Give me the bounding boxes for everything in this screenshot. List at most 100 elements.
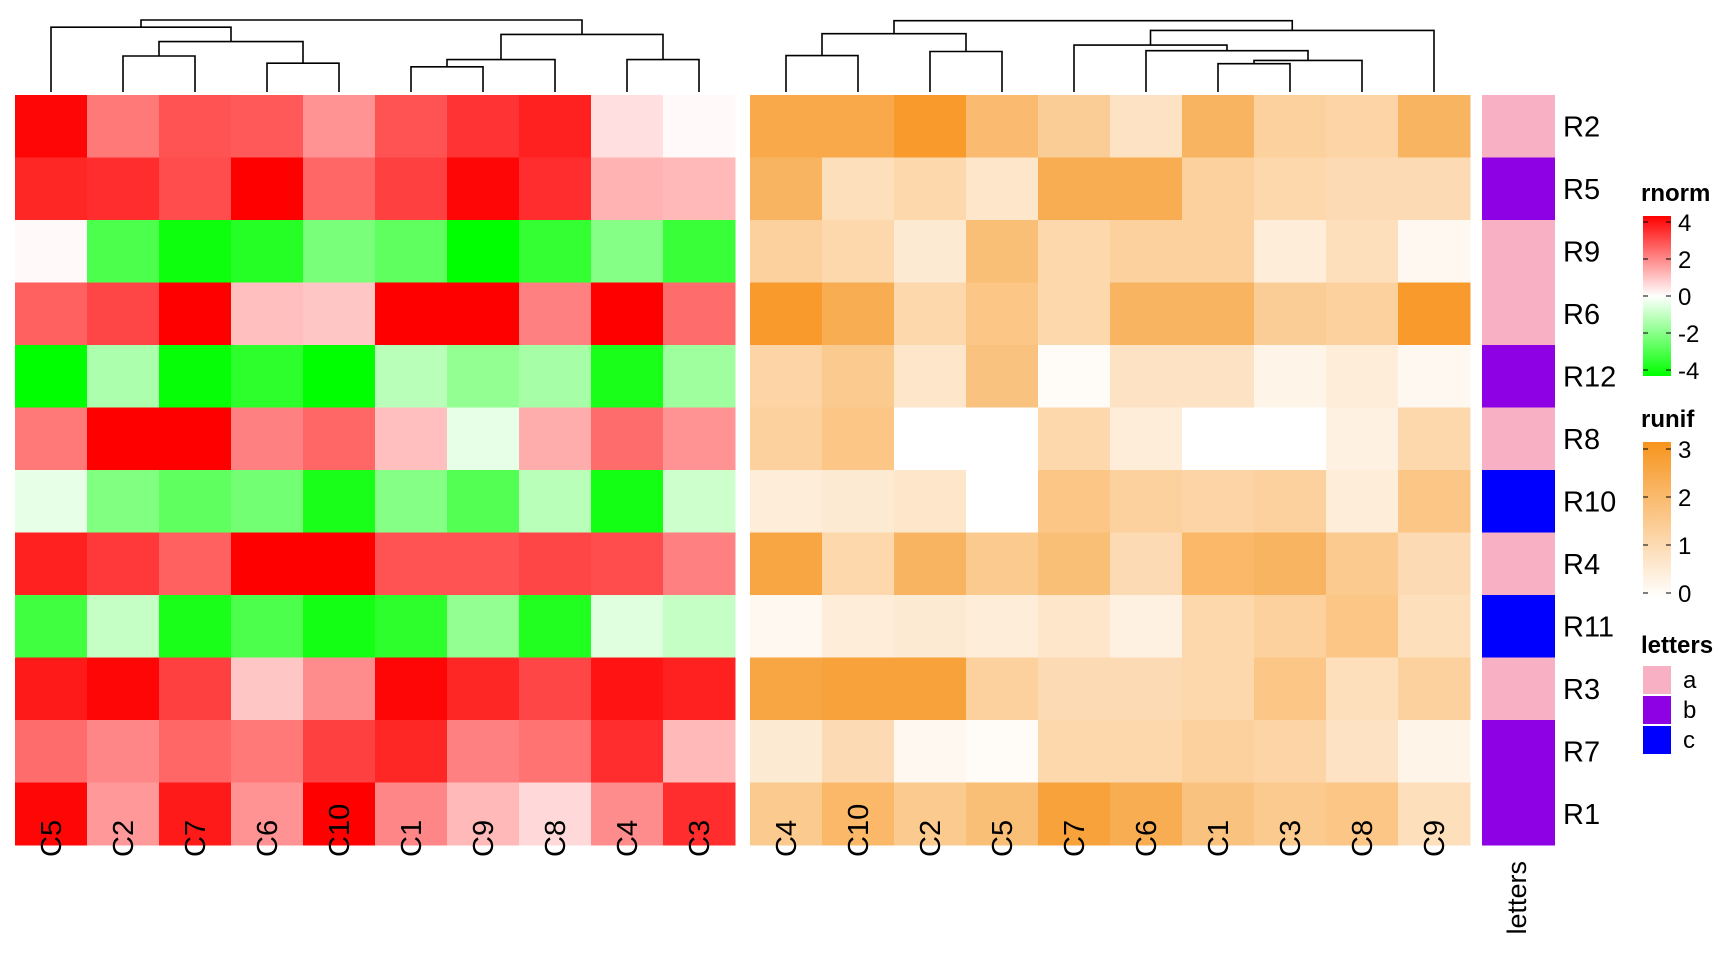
heatmap-cell bbox=[1398, 782, 1471, 846]
heatmap-cell bbox=[1038, 782, 1111, 846]
row-label: R1 bbox=[1563, 799, 1600, 831]
heatmap-cell bbox=[1254, 657, 1327, 721]
heatmap-cell bbox=[663, 282, 736, 346]
column-label: C7 bbox=[1059, 820, 1091, 857]
heatmap-cell bbox=[663, 220, 736, 283]
column-label: C3 bbox=[684, 820, 716, 857]
heatmap-cell bbox=[447, 720, 520, 783]
heatmap-cell bbox=[15, 782, 88, 846]
heatmap-cell bbox=[750, 282, 823, 346]
heatmap-cell bbox=[1038, 532, 1111, 596]
legend-swatch-c bbox=[1643, 726, 1671, 754]
heatmap-cell bbox=[591, 95, 664, 158]
heatmap-cell bbox=[159, 720, 232, 783]
heatmap-cell bbox=[663, 720, 736, 783]
heatmap-cell bbox=[159, 345, 232, 408]
heatmap-cell bbox=[447, 220, 520, 283]
heatmap-cell bbox=[87, 282, 160, 346]
legend-tick-runif: 0 bbox=[1678, 581, 1691, 608]
heatmap-cell bbox=[87, 657, 160, 721]
heatmap-cell bbox=[159, 407, 232, 471]
heatmap-cell bbox=[447, 782, 520, 846]
heatmap-cell bbox=[1326, 532, 1399, 596]
heatmap-cell bbox=[303, 282, 376, 346]
column-label: C6 bbox=[252, 820, 284, 857]
heatmap-cell bbox=[15, 720, 88, 783]
heatmap-cell bbox=[966, 345, 1039, 408]
heatmap-cell bbox=[591, 407, 664, 471]
annotation-cell bbox=[1482, 157, 1555, 221]
column-label: C4 bbox=[771, 820, 803, 857]
heatmap-cell bbox=[1110, 95, 1183, 158]
heatmap-cell bbox=[303, 157, 376, 221]
heatmap-cell bbox=[1326, 782, 1399, 846]
heatmap-cell bbox=[591, 657, 664, 721]
row-label: R11 bbox=[1563, 611, 1614, 643]
heatmap-cell bbox=[1398, 95, 1471, 158]
heatmap-cell bbox=[159, 782, 232, 846]
annotation-cell bbox=[1482, 95, 1555, 158]
column-label: C10 bbox=[843, 804, 875, 857]
column-label: C1 bbox=[396, 820, 428, 857]
heatmap-cell bbox=[894, 282, 967, 346]
heatmap-cell bbox=[1038, 157, 1111, 221]
heatmap-cell bbox=[822, 532, 895, 596]
column-label: C6 bbox=[1131, 820, 1163, 857]
heatmap-cell bbox=[303, 782, 376, 846]
heatmap-cell bbox=[15, 95, 88, 158]
heatmap-cell bbox=[750, 95, 823, 158]
heatmap-cell bbox=[663, 407, 736, 471]
heatmap-cell bbox=[1254, 345, 1327, 408]
legend-title-rnorm: rnorm bbox=[1641, 180, 1710, 207]
heatmap-cell bbox=[1182, 345, 1255, 408]
heatmap-cell bbox=[15, 657, 88, 721]
heatmap-cell bbox=[894, 470, 967, 533]
heatmap-cell bbox=[1110, 407, 1183, 471]
heatmap-cell bbox=[1110, 282, 1183, 346]
heatmap-cell bbox=[1110, 157, 1183, 221]
row-label: R3 bbox=[1563, 674, 1600, 706]
heatmap-cell bbox=[519, 95, 592, 158]
column-label: C4 bbox=[612, 820, 644, 857]
heatmap-cell bbox=[591, 470, 664, 533]
legend-tick-runif: 2 bbox=[1678, 485, 1691, 512]
heatmap-cell bbox=[159, 470, 232, 533]
heatmap-cell bbox=[159, 657, 232, 721]
heatmap-cell bbox=[447, 157, 520, 221]
legend-title-runif: runif bbox=[1641, 406, 1695, 433]
heatmap-cell bbox=[822, 470, 895, 533]
legend-colorbar-runif bbox=[1643, 442, 1671, 598]
heatmap-cell bbox=[447, 470, 520, 533]
heatmap-cell bbox=[1254, 720, 1327, 783]
heatmap-cell bbox=[894, 782, 967, 846]
heatmap-cell bbox=[375, 407, 448, 471]
heatmap-cell bbox=[1110, 720, 1183, 783]
heatmap-cell bbox=[1038, 720, 1111, 783]
heatmap-cell bbox=[1254, 95, 1327, 158]
heatmap-cell bbox=[447, 95, 520, 158]
legend-tick-rnorm: -2 bbox=[1678, 321, 1699, 348]
heatmap-cell bbox=[894, 220, 967, 283]
heatmap-cell bbox=[375, 220, 448, 283]
heatmap-cell bbox=[375, 95, 448, 158]
heatmap-cell bbox=[231, 782, 304, 846]
heatmap-cell bbox=[15, 282, 88, 346]
heatmap-cell bbox=[231, 157, 304, 221]
heatmap-cell bbox=[1182, 157, 1255, 221]
heatmap-cell bbox=[1038, 595, 1111, 658]
heatmap-cell bbox=[519, 157, 592, 221]
heatmap-cell bbox=[663, 657, 736, 721]
heatmap-cell bbox=[1110, 782, 1183, 846]
heatmap-cell bbox=[822, 282, 895, 346]
column-label: C9 bbox=[468, 820, 500, 857]
heatmap-cell bbox=[1038, 282, 1111, 346]
heatmap-cell bbox=[15, 407, 88, 471]
heatmap-cell bbox=[1398, 470, 1471, 533]
heatmap-cell bbox=[894, 345, 967, 408]
heatmap-cell bbox=[375, 532, 448, 596]
heatmap-cell bbox=[375, 720, 448, 783]
heatmap-cell bbox=[303, 345, 376, 408]
heatmap-cell bbox=[519, 282, 592, 346]
heatmap-cell bbox=[750, 782, 823, 846]
column-label: C5 bbox=[987, 820, 1019, 857]
